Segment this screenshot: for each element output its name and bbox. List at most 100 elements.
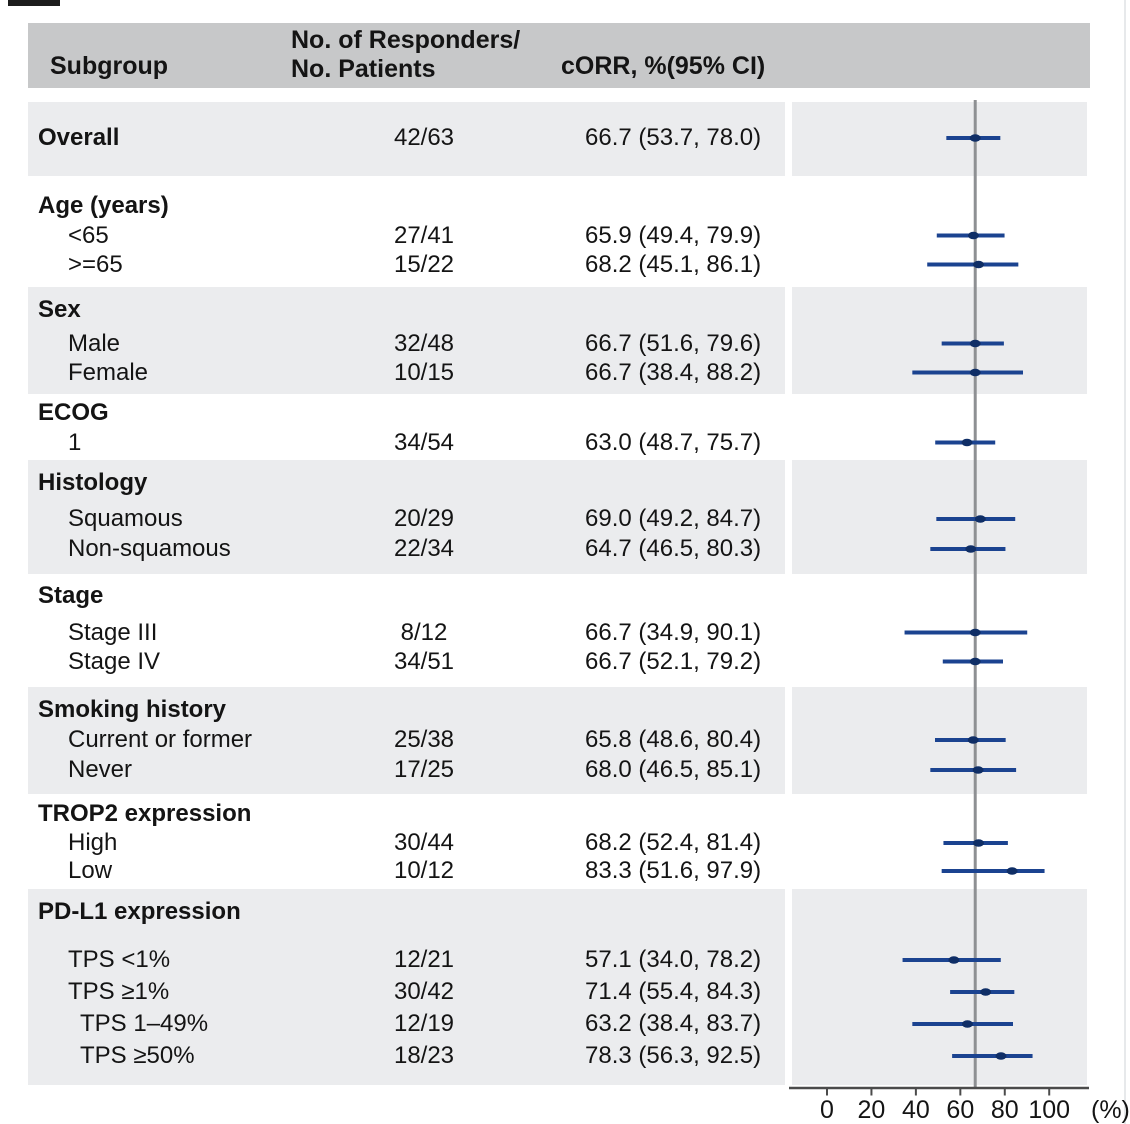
column-header-responders-line2: No. Patients bbox=[291, 55, 436, 83]
subgroup-section: Stage Stage III 8/12 66.7 (34.9, 90.1) Stage… bbox=[28, 574, 1087, 687]
subgroup-section: TROP2 expression High 30/44 68.2 (52.4, 81.… bbox=[28, 794, 1087, 889]
responders-patients-value: 12/21 bbox=[393, 946, 455, 973]
corr-ci-value: 65.9 (49.4, 79.9) bbox=[585, 221, 762, 249]
subgroup-label: >=65 bbox=[68, 250, 123, 278]
subgroup-label: High bbox=[68, 829, 118, 856]
section-header-label: Stage bbox=[38, 581, 104, 609]
x-axis-tick-label: 100 bbox=[1028, 1096, 1070, 1124]
corr-ci-value: 65.8 (48.6, 80.4) bbox=[585, 726, 762, 753]
table-body: Overall 42/63 66.7 (53.7, 78.0) Age (years)… bbox=[28, 102, 1087, 1085]
subgroup-row: Low 10/12 83.3 (51.6, 97.9) bbox=[28, 857, 1087, 885]
corr-ci-value: 68.2 (52.4, 81.4) bbox=[585, 829, 762, 856]
section-header-label: Age (years) bbox=[38, 191, 169, 219]
subgroup-section: ECOG 1 34/54 63.0 (48.7, 75.7) bbox=[28, 394, 1087, 460]
responders-patients-value: 42/63 bbox=[393, 124, 455, 151]
subgroup-row: Male 32/48 66.7 (51.6, 79.6) bbox=[28, 329, 1087, 358]
subgroup-label: Current or former bbox=[68, 726, 253, 753]
section-header-row: Stage bbox=[28, 580, 1087, 611]
subgroup-label: TPS ≥50% bbox=[80, 1042, 195, 1069]
corr-ci-value: 63.2 (38.4, 83.7) bbox=[585, 1010, 762, 1037]
x-axis-tick-label: 60 bbox=[946, 1096, 974, 1124]
subgroup-row: Never 17/25 68.0 (46.5, 85.1) bbox=[28, 755, 1087, 785]
responders-patients-value: 22/34 bbox=[393, 535, 455, 562]
x-axis-tick-label: 0 bbox=[820, 1096, 834, 1124]
subgroup-row: Stage IV 34/51 66.7 (52.1, 79.2) bbox=[28, 647, 1087, 676]
subgroup-label: Never bbox=[68, 756, 133, 783]
section-header-row: Sex bbox=[28, 294, 1087, 325]
subgroup-label: TPS 1–49% bbox=[80, 1010, 209, 1037]
corr-ci-value: 64.7 (46.5, 80.3) bbox=[585, 535, 762, 562]
subgroup-row: Non-squamous 22/34 64.7 (46.5, 80.3) bbox=[28, 534, 1087, 564]
subgroup-row: Female 10/15 66.7 (38.4, 88.2) bbox=[28, 358, 1087, 387]
subgroup-row: <65 27/41 65.9 (49.4, 79.9) bbox=[28, 221, 1087, 250]
corr-ci-value: 83.3 (51.6, 97.9) bbox=[585, 857, 762, 884]
corr-ci-value: 78.3 (56.3, 92.5) bbox=[585, 1042, 762, 1069]
responders-patients-value: 30/42 bbox=[393, 978, 455, 1005]
responders-patients-value: 25/38 bbox=[393, 726, 455, 753]
corr-ci-value: 66.7 (52.1, 79.2) bbox=[585, 647, 762, 675]
subgroup-label: TPS <1% bbox=[68, 946, 171, 973]
column-header-subgroup: Subgroup bbox=[50, 52, 169, 80]
corr-ci-value: 66.7 (34.9, 90.1) bbox=[585, 618, 762, 646]
x-axis-tick-label: 20 bbox=[858, 1096, 886, 1124]
subgroup-label: Low bbox=[68, 857, 113, 884]
responders-patients-value: 12/19 bbox=[393, 1010, 455, 1037]
subgroup-row: High 30/44 68.2 (52.4, 81.4) bbox=[28, 829, 1087, 857]
subgroup-row: TPS ≥50% 18/23 78.3 (56.3, 92.5) bbox=[28, 1040, 1087, 1072]
responders-patients-value: 27/41 bbox=[393, 221, 455, 249]
corr-ci-value: 63.0 (48.7, 75.7) bbox=[585, 428, 762, 456]
responders-patients-value: 34/51 bbox=[393, 647, 455, 675]
section-header-row: PD-L1 expression bbox=[28, 896, 1087, 927]
corr-ci-value: 66.7 (51.6, 79.6) bbox=[585, 329, 762, 357]
subgroup-label: Stage IV bbox=[68, 647, 161, 675]
subgroup-row: Squamous 20/29 69.0 (49.2, 84.7) bbox=[28, 504, 1087, 534]
responders-patients-value: 15/22 bbox=[393, 250, 455, 278]
subgroup-label: Squamous bbox=[68, 505, 183, 532]
column-header-responders-patients: No. of Responders/ No. Patients bbox=[291, 26, 520, 84]
corr-ci-value: 68.0 (46.5, 85.1) bbox=[585, 756, 762, 783]
subgroup-row: TPS ≥1% 30/42 71.4 (55.4, 84.3) bbox=[28, 976, 1087, 1008]
corr-ci-value: 71.4 (55.4, 84.3) bbox=[585, 978, 762, 1005]
responders-patients-value: 10/12 bbox=[393, 857, 455, 884]
section-header-label: TROP2 expression bbox=[38, 800, 252, 827]
corr-ci-value: 68.2 (45.1, 86.1) bbox=[585, 250, 762, 278]
table-header-band: Subgroup No. of Responders/ No. Patients… bbox=[28, 23, 1090, 88]
page-edge-line bbox=[1124, 0, 1126, 1124]
section-header-label: ECOG bbox=[38, 399, 109, 426]
subgroup-section: Histology Squamous 20/29 69.0 (49.2, 84.7) N… bbox=[28, 460, 1087, 574]
subgroup-row: 1 34/54 63.0 (48.7, 75.7) bbox=[28, 428, 1087, 457]
subgroup-row: Overall 42/63 66.7 (53.7, 78.0) bbox=[28, 123, 1087, 153]
subgroup-section: Smoking history Current or former 25/38 65.… bbox=[28, 687, 1087, 794]
subgroup-label: <65 bbox=[68, 221, 109, 249]
corr-ci-value: 69.0 (49.2, 84.7) bbox=[585, 505, 762, 532]
section-header-row: ECOG bbox=[28, 398, 1087, 428]
subgroup-label: 1 bbox=[68, 428, 82, 456]
responders-patients-value: 20/29 bbox=[393, 505, 455, 532]
subgroup-label: Stage III bbox=[68, 618, 158, 646]
column-header-corr: cORR, %(95% CI) bbox=[561, 52, 766, 80]
column-header-responders-line1: No. of Responders/ bbox=[291, 26, 521, 54]
section-header-label: Smoking history bbox=[38, 695, 227, 723]
subgroup-label: Non-squamous bbox=[68, 535, 231, 562]
row-spacer bbox=[28, 927, 1087, 944]
responders-patients-value: 8/12 bbox=[400, 618, 448, 646]
section-header-row: Age (years) bbox=[28, 190, 1087, 221]
subgroup-row: >=65 15/22 68.2 (45.1, 86.1) bbox=[28, 250, 1087, 279]
subgroup-row: Stage III 8/12 66.7 (34.9, 90.1) bbox=[28, 618, 1087, 647]
responders-patients-value: 17/25 bbox=[393, 756, 455, 783]
corr-ci-value: 66.7 (38.4, 88.2) bbox=[585, 358, 762, 386]
subgroup-row: Current or former 25/38 65.8 (48.6, 80.4) bbox=[28, 725, 1087, 755]
subgroup-section: Age (years) <65 27/41 65.9 (49.4, 79.9) >=65… bbox=[28, 185, 1087, 287]
section-header-label: Histology bbox=[38, 468, 148, 496]
corr-ci-value: 66.7 (53.7, 78.0) bbox=[585, 124, 762, 151]
row-spacer bbox=[28, 611, 1087, 618]
section-header-label: Sex bbox=[38, 295, 81, 323]
x-axis-tick-label: 40 bbox=[902, 1096, 930, 1124]
subgroup-row: TPS <1% 12/21 57.1 (34.0, 78.2) bbox=[28, 944, 1087, 976]
section-header-label: PD-L1 expression bbox=[38, 897, 241, 925]
subgroup-row: TPS 1–49% 12/19 63.2 (38.4, 83.7) bbox=[28, 1008, 1087, 1040]
section-header-row: Smoking history bbox=[28, 694, 1087, 725]
corr-ci-value: 57.1 (34.0, 78.2) bbox=[585, 946, 762, 973]
subgroup-section: Sex Male 32/48 66.7 (51.6, 79.6) Female 10/15… bbox=[28, 287, 1087, 394]
